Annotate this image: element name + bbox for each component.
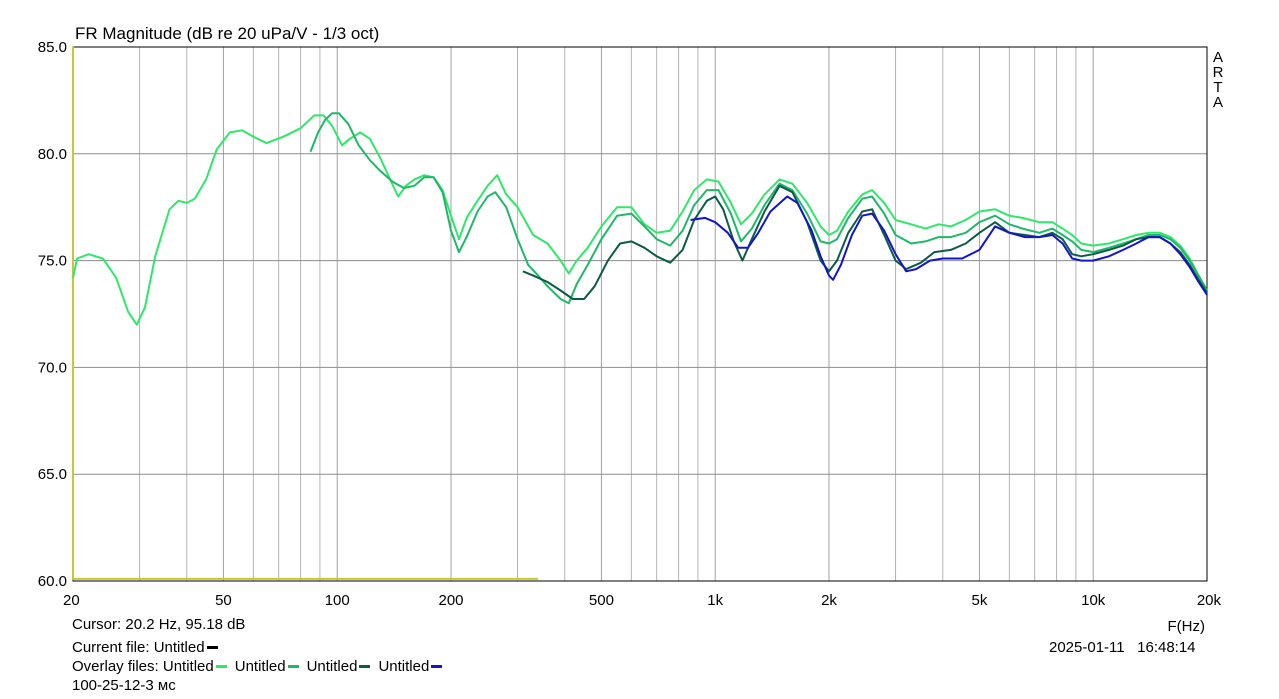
cursor-readout: Cursor: 20.2 Hz, 95.18 dB xyxy=(72,615,245,634)
current-file-label: Current file: xyxy=(72,639,150,656)
overlay-file-swatch xyxy=(431,664,443,668)
current-file-swatch xyxy=(206,645,218,649)
current-file-name: Untitled xyxy=(153,639,205,656)
series-line-1 xyxy=(72,46,539,580)
overlay-file-name: Untitled xyxy=(234,658,286,675)
y-tick-label: 85.0 xyxy=(38,39,67,56)
plot-frame xyxy=(72,46,1208,582)
y-tick-label: 70.0 xyxy=(38,359,67,376)
y-tick-label: 65.0 xyxy=(38,466,67,483)
x-tick-label: 20k xyxy=(1197,592,1222,609)
overlay-file-name: Untitled xyxy=(306,658,358,675)
x-tick-label: 20 xyxy=(63,592,80,609)
timestamp-date: 2025-01-11 xyxy=(1049,639,1125,656)
overlay-items: Untitled Untitled Untitled Untitled xyxy=(163,658,450,675)
overlay-file-swatch xyxy=(287,664,299,668)
y-tick-label: 75.0 xyxy=(38,253,67,270)
cursor-value: 20.2 Hz, 95.18 dB xyxy=(125,616,246,633)
x-tick-label: 500 xyxy=(589,592,614,609)
overlay-file-name: Untitled xyxy=(378,658,430,675)
series-layer xyxy=(72,46,1208,580)
side-label-char: T xyxy=(1213,79,1222,96)
x-tick-label: 1k xyxy=(707,592,723,609)
series-line-5 xyxy=(690,195,1208,296)
chart-title: FR Magnitude (dB re 20 uPa/V - 1/3 oct) xyxy=(75,24,379,43)
overlay-files-row: Overlay files: Untitled Untitled Untitled U… xyxy=(72,657,450,676)
x-tick-label: 50 xyxy=(215,592,232,609)
overlay-file-swatch xyxy=(359,664,371,668)
x-tick-label: 10k xyxy=(1081,592,1106,609)
overlay-label: Overlay files: xyxy=(72,658,159,675)
x-tick-label: 5k xyxy=(971,592,987,609)
series-line-4 xyxy=(522,184,1208,300)
timestamp: 2025-01-11 16:48:14 xyxy=(1049,638,1196,657)
side-label-char: A xyxy=(1213,49,1223,66)
series-line-3 xyxy=(309,112,1208,305)
x-tick-label: 200 xyxy=(438,592,463,609)
side-label-char: R xyxy=(1213,64,1224,81)
note-text: 100-25-12-3 мс xyxy=(72,677,176,694)
y-tick-label: 80.0 xyxy=(38,146,67,163)
cursor-label: Cursor: xyxy=(72,616,122,633)
y-tick-labels: 60.0 65.0 70.0 75.0 80.0 85.0 xyxy=(38,39,67,590)
grid xyxy=(72,46,1208,582)
side-label-char: A xyxy=(1213,94,1223,111)
overlay-file-swatch xyxy=(215,664,227,668)
x-tick-label: 100 xyxy=(325,592,350,609)
series-line-2 xyxy=(72,114,1208,326)
y-tick-label: 60.0 xyxy=(38,573,67,590)
overlay-file-name: Untitled xyxy=(162,658,214,675)
current-file-row: Current file: Untitled xyxy=(72,638,226,657)
timestamp-time: 16:48:14 xyxy=(1137,639,1196,656)
x-tick-label: 2k xyxy=(821,592,837,609)
x-axis-label: F(Hz) xyxy=(1168,618,1206,635)
x-tick-labels: 20 50 100 200 500 1k 2k 5k 10k 20k xyxy=(63,592,1221,609)
